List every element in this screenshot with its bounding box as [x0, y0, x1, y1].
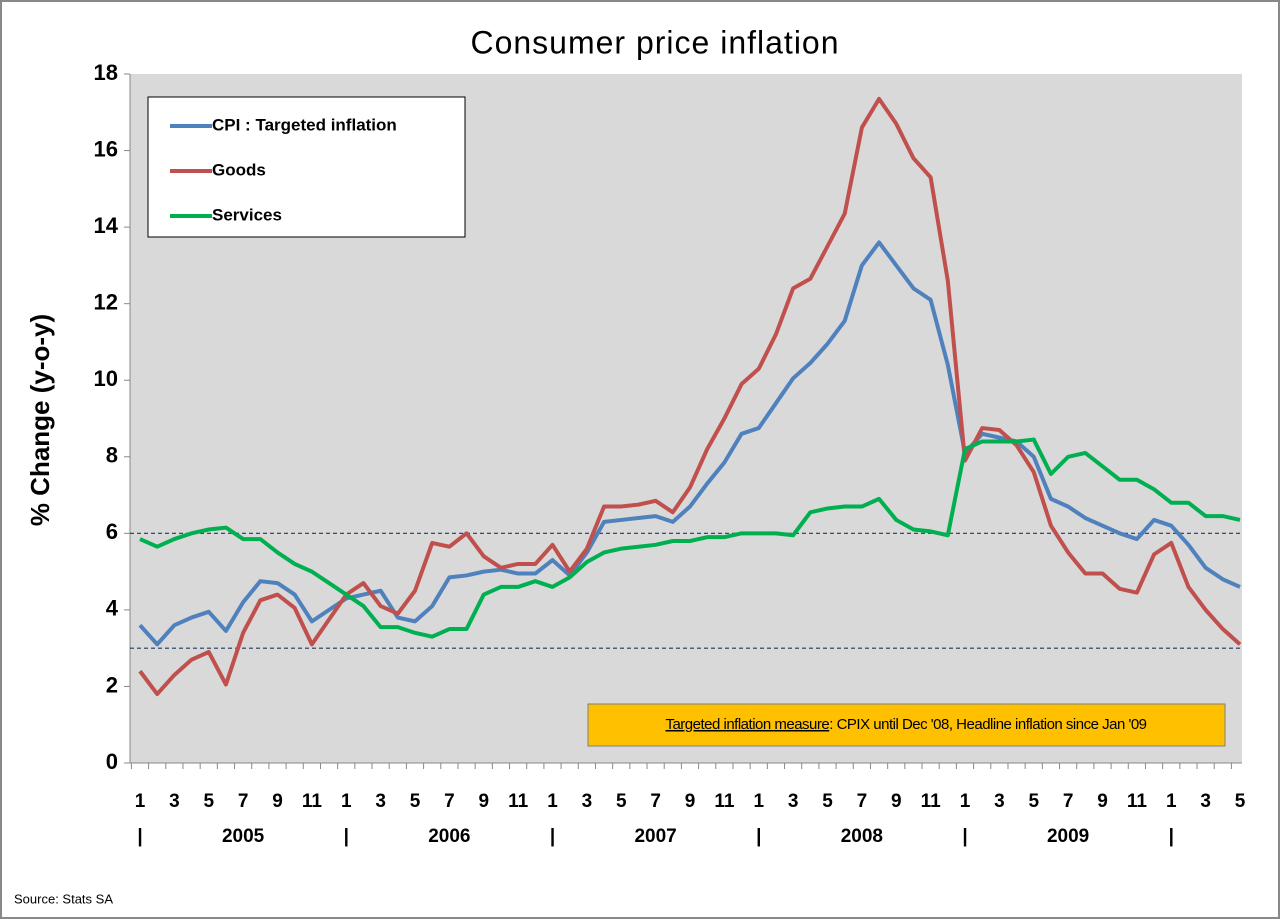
x-tick-label: 3 — [1200, 791, 1211, 812]
x-tick-label: 1 — [960, 791, 971, 812]
x-tick-label: 7 — [444, 791, 455, 812]
x-tick-label: 9 — [478, 791, 489, 812]
x-tick-label: 11 — [714, 791, 735, 812]
x-tick-label: 1 — [1166, 791, 1177, 812]
year-separator: | — [137, 826, 142, 847]
y-tick-label: 12 — [94, 289, 118, 314]
x-tick-label: 5 — [203, 791, 214, 812]
y-tick-label: 2 — [106, 672, 118, 697]
x-tick-label: 3 — [994, 791, 1005, 812]
source: Source: Stats SA — [14, 891, 113, 906]
x-tick-label: 7 — [1063, 791, 1074, 812]
x-tick-label: 3 — [582, 791, 593, 812]
x-tick-label: 9 — [891, 791, 902, 812]
year-label: 2007 — [634, 826, 676, 847]
y-tick-label: 4 — [106, 596, 119, 621]
year-label: 2005 — [222, 826, 265, 847]
y-axis-label: % Change (y-o-y) — [25, 314, 55, 526]
x-tick-label: 11 — [921, 791, 942, 812]
series-line — [138, 96, 1242, 697]
x-tick-label: 11 — [508, 791, 529, 812]
y-tick-label: 16 — [94, 136, 118, 161]
x-tick-label: 1 — [547, 791, 558, 812]
x-tick-label: 3 — [375, 791, 386, 812]
x-tick-label: 1 — [135, 791, 146, 812]
x-tick-label: 3 — [169, 791, 180, 812]
x-tick-label: 5 — [822, 791, 833, 812]
x-tick-label: 9 — [272, 791, 283, 812]
year-separator: | — [1169, 826, 1174, 847]
annotation-box — [587, 703, 1226, 747]
y-tick-label: 18 — [94, 60, 118, 85]
chart-title: Consumer price inflation — [470, 24, 839, 60]
x-tick-label: 11 — [302, 791, 323, 812]
x-tick-label: 9 — [1097, 791, 1108, 812]
series-line — [139, 437, 1241, 639]
annotation: Targeted inflation measure: CPIX until D… — [665, 716, 1146, 733]
year-separator: | — [344, 826, 349, 847]
annotation-link: Targeted inflation measure — [665, 716, 829, 733]
x-tick-label: 5 — [1235, 791, 1246, 812]
x-tick-label: 7 — [857, 791, 868, 812]
year-label: 2009 — [1047, 826, 1089, 847]
x-tick-label: 9 — [685, 791, 696, 812]
year-label: 2008 — [841, 826, 883, 847]
x-tick-label: 11 — [1127, 791, 1148, 812]
x-tick-label: 7 — [650, 791, 661, 812]
series-line — [138, 240, 1241, 647]
x-tick-label: 5 — [410, 791, 421, 812]
x-tick-label: 3 — [788, 791, 799, 812]
x-tick-label: 1 — [753, 791, 764, 812]
year-separator: | — [550, 826, 555, 847]
legend-label: Goods — [212, 160, 266, 179]
y-tick-label: 6 — [106, 519, 118, 544]
legend-label: CPI : Targeted inflation — [212, 115, 397, 134]
year-separator: | — [756, 826, 761, 847]
y-tick-label: 14 — [94, 213, 119, 238]
y-tick-label: 10 — [94, 366, 118, 391]
year-label: 2006 — [428, 826, 470, 847]
x-tick-label: 5 — [616, 791, 627, 812]
annotation-text: : CPIX until Dec '08, Headline inflation… — [829, 716, 1146, 733]
legend-label: Services — [212, 205, 282, 224]
year-separator: | — [962, 826, 967, 847]
y-tick-label: 8 — [106, 443, 118, 468]
x-tick-label: 7 — [238, 791, 249, 812]
y-tick-label: 0 — [106, 749, 118, 774]
x-tick-label: 1 — [341, 791, 352, 812]
x-tick-label: 5 — [1028, 791, 1039, 812]
legend-box — [147, 96, 466, 238]
